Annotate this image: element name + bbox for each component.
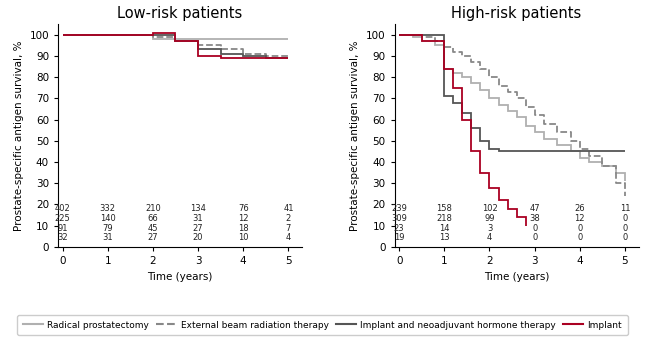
Text: 12: 12 xyxy=(238,214,248,223)
Text: 99: 99 xyxy=(484,214,495,223)
Title: Low-risk patients: Low-risk patients xyxy=(117,7,243,22)
Text: 27: 27 xyxy=(193,224,203,233)
Text: 41: 41 xyxy=(283,204,293,213)
Text: 0: 0 xyxy=(532,233,537,242)
Text: 0: 0 xyxy=(622,233,628,242)
Text: 309: 309 xyxy=(392,214,407,223)
Text: 0: 0 xyxy=(622,224,628,233)
Text: 2: 2 xyxy=(286,214,291,223)
Text: 10: 10 xyxy=(238,233,248,242)
X-axis label: Time (years): Time (years) xyxy=(147,272,213,282)
Text: 45: 45 xyxy=(148,224,158,233)
Text: 0: 0 xyxy=(532,224,537,233)
Legend: Radical prostatectomy, External beam radiation therapy, Implant and neoadjuvant : Radical prostatectomy, External beam rad… xyxy=(17,315,628,335)
X-axis label: Time (years): Time (years) xyxy=(484,272,550,282)
Text: 158: 158 xyxy=(437,204,452,213)
Text: 32: 32 xyxy=(57,233,68,242)
Text: 332: 332 xyxy=(100,204,115,213)
Text: 76: 76 xyxy=(238,204,248,213)
Text: 4: 4 xyxy=(487,233,492,242)
Text: 23: 23 xyxy=(394,224,404,233)
Text: 0: 0 xyxy=(577,224,582,233)
Y-axis label: Prostate-specific antigen survival, %: Prostate-specific antigen survival, % xyxy=(350,40,361,231)
Text: 4: 4 xyxy=(286,233,291,242)
Text: 91: 91 xyxy=(57,224,68,233)
Text: 0: 0 xyxy=(622,214,628,223)
Text: 31: 31 xyxy=(103,233,113,242)
Text: 140: 140 xyxy=(100,214,115,223)
Text: 27: 27 xyxy=(148,233,158,242)
Text: 3: 3 xyxy=(487,224,492,233)
Text: 19: 19 xyxy=(394,233,404,242)
Text: 12: 12 xyxy=(575,214,585,223)
Text: 402: 402 xyxy=(55,204,70,213)
Text: 7: 7 xyxy=(286,224,291,233)
Text: 20: 20 xyxy=(193,233,203,242)
Text: 102: 102 xyxy=(482,204,497,213)
Text: 225: 225 xyxy=(55,214,70,223)
Text: 239: 239 xyxy=(392,204,407,213)
Text: 134: 134 xyxy=(190,204,206,213)
Title: High-risk patients: High-risk patients xyxy=(451,7,582,22)
Text: 38: 38 xyxy=(530,214,540,223)
Text: 47: 47 xyxy=(530,204,540,213)
Text: 0: 0 xyxy=(577,233,582,242)
Text: 31: 31 xyxy=(193,214,203,223)
Text: 18: 18 xyxy=(238,224,248,233)
Text: 13: 13 xyxy=(439,233,450,242)
Text: 11: 11 xyxy=(620,204,630,213)
Text: 66: 66 xyxy=(148,214,158,223)
Text: 79: 79 xyxy=(103,224,113,233)
Text: 210: 210 xyxy=(145,204,161,213)
Text: 26: 26 xyxy=(575,204,585,213)
Text: 14: 14 xyxy=(439,224,450,233)
Y-axis label: Prostate-specific antigen survival, %: Prostate-specific antigen survival, % xyxy=(14,40,24,231)
Text: 218: 218 xyxy=(437,214,452,223)
